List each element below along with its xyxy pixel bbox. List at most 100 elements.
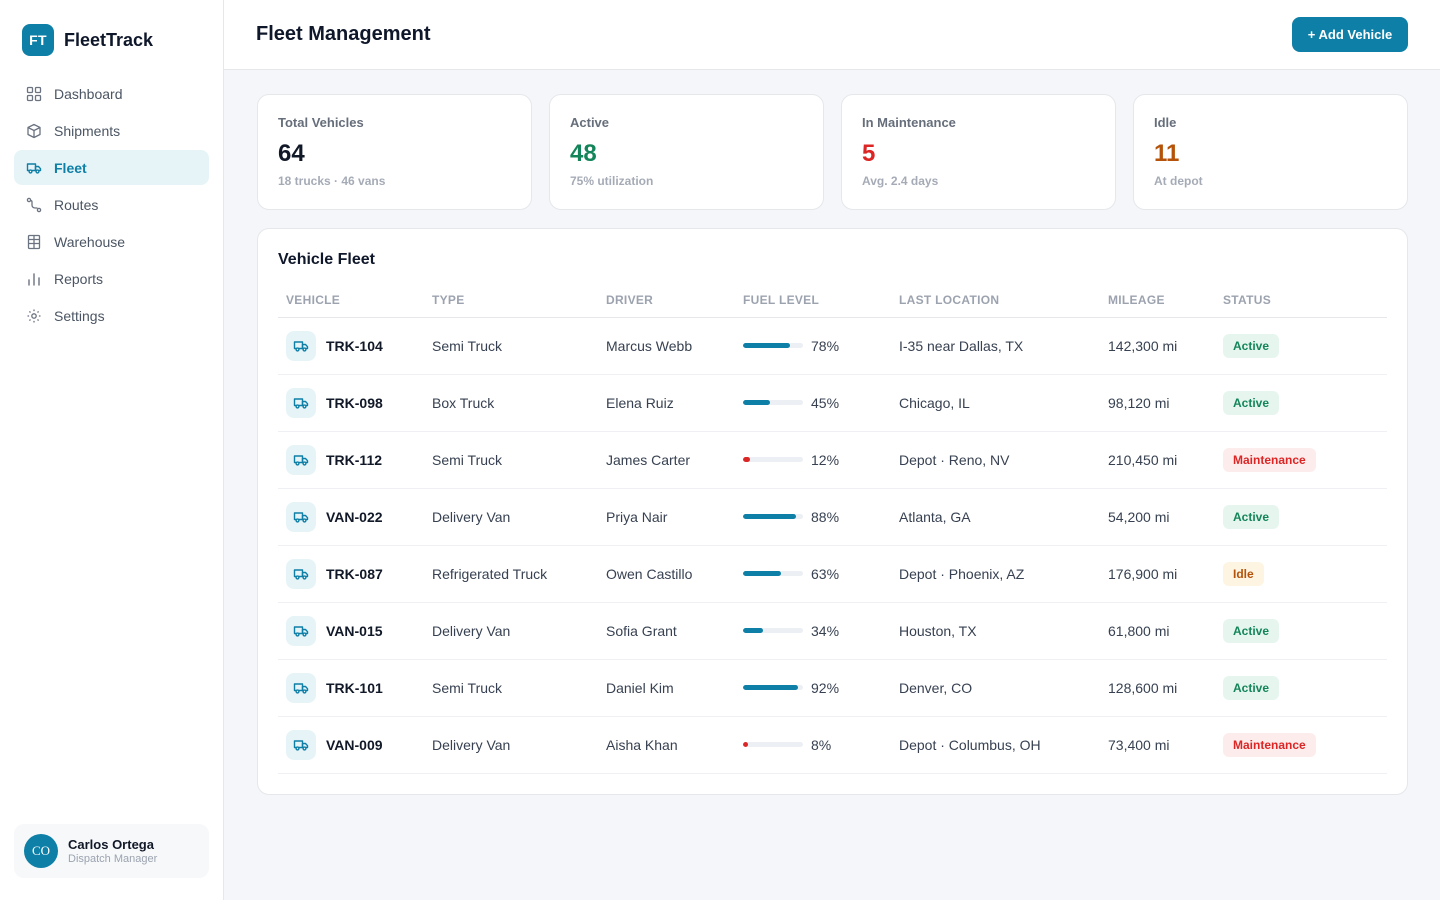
- status-badge: Maintenance: [1223, 732, 1316, 757]
- vehicle-table: VEHICLE TYPE DRIVER FUEL LEVEL LAST LOCATION…: [278, 291, 1387, 774]
- status-cell: Active: [1223, 488, 1387, 546]
- vehicle-id[interactable]: TRK-112: [326, 451, 383, 468]
- vehicle-fleet-card: Vehicle Fleet VEHICLE TYPE DRIVER FUEL LEVE…: [257, 228, 1408, 795]
- status-cell: Maintenance: [1223, 716, 1387, 774]
- column-header-type[interactable]: TYPE: [432, 291, 606, 318]
- stats-row: Total Vehicles 64 18 trucks · 46 vans Activ…: [257, 94, 1408, 210]
- stat-subtext: 75% utilization: [570, 174, 654, 188]
- vehicle-id[interactable]: VAN-022: [326, 508, 383, 525]
- sidebar-item-routes[interactable]: Routes: [14, 187, 209, 222]
- table-row[interactable]: TRK-104 Semi Truck Marcus Webb 78% I-35 near…: [278, 317, 1387, 375]
- stat-subtext: 18 trucks · 46 vans: [278, 174, 386, 188]
- route-icon: [26, 197, 42, 213]
- column-header-fuel-level[interactable]: FUEL LEVEL: [743, 291, 899, 318]
- vehicle-id[interactable]: VAN-015: [326, 622, 383, 639]
- fuel-cell: 63%: [743, 545, 899, 603]
- sidebar-item-fleet[interactable]: Fleet: [14, 150, 209, 185]
- brand[interactable]: FT FleetTrack: [0, 18, 223, 62]
- table-row[interactable]: VAN-009 Delivery Van Aisha Khan 8% Depot · C…: [278, 716, 1387, 774]
- add-vehicle-button[interactable]: + Add Vehicle: [1292, 17, 1408, 52]
- table-row[interactable]: TRK-098 Box Truck Elena Ruiz 45% Chicago, IL…: [278, 374, 1387, 432]
- fleet-title: Vehicle Fleet: [278, 251, 375, 268]
- vehicle-cell: TRK-101: [278, 659, 432, 717]
- status-cell: Active: [1223, 374, 1387, 432]
- sidebar-item-warehouse[interactable]: Warehouse: [14, 224, 209, 259]
- last-location: Depot · Columbus, OH: [899, 716, 1108, 774]
- table-row[interactable]: VAN-022 Delivery Van Priya Nair 88% Atlanta,…: [278, 488, 1387, 546]
- stat-label: In Maintenance: [862, 115, 956, 130]
- user-role: Dispatch Manager: [68, 853, 158, 865]
- fuel-bar: [743, 457, 803, 462]
- column-header-vehicle[interactable]: VEHICLE: [278, 291, 432, 318]
- vehicle-type: Delivery Van: [432, 716, 606, 774]
- fuel-percent: 63%: [811, 565, 840, 582]
- fuel-percent: 45%: [811, 394, 840, 411]
- sidebar-item-reports[interactable]: Reports: [14, 261, 209, 296]
- vehicle-id[interactable]: TRK-087: [326, 565, 383, 582]
- sidebar-item-label: Reports: [54, 270, 104, 287]
- mileage: 210,450 mi: [1108, 431, 1223, 489]
- vehicle-cell: VAN-015: [278, 602, 432, 660]
- status-badge: Active: [1223, 333, 1280, 358]
- fuel-bar-fill: [743, 400, 770, 405]
- vehicle-cell: VAN-022: [278, 488, 432, 546]
- sidebar-item-shipments[interactable]: Shipments: [14, 113, 209, 148]
- fuel-cell: 12%: [743, 431, 899, 489]
- fuel-percent: 12%: [811, 451, 840, 468]
- main-content: Fleet Management + Add Vehicle Total Veh…: [224, 0, 1440, 900]
- stat-label: Idle: [1154, 115, 1177, 130]
- truck-icon: [286, 615, 316, 646]
- stat-label: Active: [570, 115, 610, 130]
- stat-card-active: Active 48 75% utilization: [549, 94, 824, 210]
- table-row[interactable]: VAN-015 Delivery Van Sofia Grant 34% Houston…: [278, 602, 1387, 660]
- fuel-cell: 92%: [743, 659, 899, 717]
- vehicle-type: Box Truck: [432, 374, 606, 432]
- stat-value: 5: [862, 140, 876, 167]
- stat-subtext: At depot: [1154, 174, 1203, 188]
- sidebar: FT FleetTrack Dashboard Shipments Fleet Rou…: [0, 0, 224, 900]
- vehicle-cell: TRK-087: [278, 545, 432, 603]
- column-header-mileage[interactable]: MILEAGE: [1108, 291, 1223, 318]
- gear-icon: [26, 308, 42, 324]
- driver-name: Aisha Khan: [606, 716, 743, 774]
- table-row[interactable]: TRK-101 Semi Truck Daniel Kim 92% Denver, CO…: [278, 659, 1387, 717]
- vehicle-id[interactable]: TRK-098: [326, 394, 383, 411]
- truck-icon: [286, 330, 316, 361]
- truck-icon: [286, 558, 316, 589]
- last-location: Chicago, IL: [899, 374, 1108, 432]
- fuel-cell: 78%: [743, 317, 899, 375]
- table-header-row: VEHICLE TYPE DRIVER FUEL LEVEL LAST LOCATION…: [278, 291, 1387, 318]
- mileage: 98,120 mi: [1108, 374, 1223, 432]
- fuel-percent: 34%: [811, 622, 840, 639]
- fuel-cell: 45%: [743, 374, 899, 432]
- last-location: Houston, TX: [899, 602, 1108, 660]
- table-row[interactable]: TRK-087 Refrigerated Truck Owen Castillo 63…: [278, 545, 1387, 603]
- sidebar-item-settings[interactable]: Settings: [14, 298, 209, 333]
- mileage: 54,200 mi: [1108, 488, 1223, 546]
- sidebar-item-dashboard[interactable]: Dashboard: [14, 76, 209, 111]
- column-header-status[interactable]: STATUS: [1223, 291, 1387, 318]
- column-header-last-location[interactable]: LAST LOCATION: [899, 291, 1108, 318]
- vehicle-id[interactable]: VAN-009: [326, 736, 383, 753]
- stat-card-total-vehicles: Total Vehicles 64 18 trucks · 46 vans: [257, 94, 532, 210]
- box-icon: [26, 123, 42, 139]
- fuel-bar-fill: [743, 628, 764, 633]
- table-row[interactable]: TRK-112 Semi Truck James Carter 12% Depot · …: [278, 431, 1387, 489]
- fuel-percent: 8%: [811, 736, 832, 753]
- topbar: Fleet Management + Add Vehicle: [224, 0, 1440, 70]
- fuel-bar-fill: [743, 742, 748, 747]
- user-card[interactable]: CO Carlos Ortega Dispatch Manager: [14, 824, 209, 878]
- bar-chart-icon: [26, 271, 42, 287]
- column-header-driver[interactable]: DRIVER: [606, 291, 743, 318]
- sidebar-item-label: Dashboard: [54, 85, 123, 102]
- grid-icon: [26, 86, 42, 102]
- warehouse-icon: [26, 234, 42, 250]
- fuel-bar: [743, 514, 803, 519]
- vehicle-type: Refrigerated Truck: [432, 545, 606, 603]
- sidebar-nav: Dashboard Shipments Fleet Routes Warehouse Re…: [0, 76, 223, 333]
- vehicle-id[interactable]: TRK-104: [326, 337, 383, 354]
- fuel-bar-fill: [743, 457, 751, 462]
- driver-name: Marcus Webb: [606, 317, 743, 375]
- vehicle-id[interactable]: TRK-101: [326, 679, 383, 696]
- fuel-bar: [743, 685, 803, 690]
